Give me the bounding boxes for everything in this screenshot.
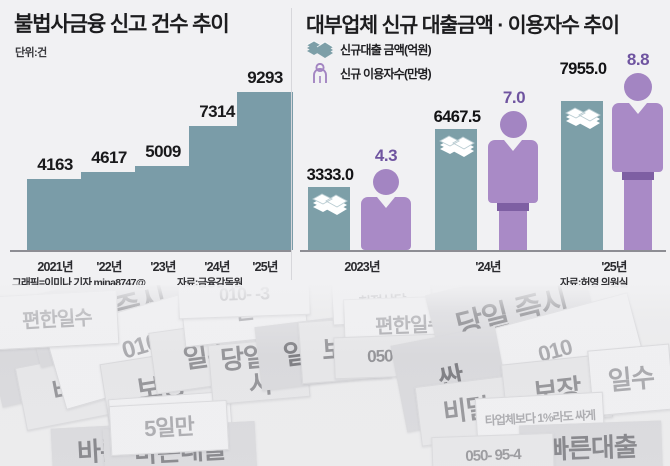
- legend-item-user-count: 신규 이용자수(만명): [306, 62, 432, 84]
- right-chart-title: 대부업체 신규 대출금액 · 이용자수 추이: [306, 14, 620, 37]
- person-collar-2025: [629, 103, 647, 114]
- person-band-2024: [497, 203, 529, 211]
- person-value-2024: 7.0: [502, 88, 526, 107]
- bar-2022: [81, 172, 137, 250]
- bar-2023: [135, 166, 191, 250]
- xtick-2024: '24년: [204, 260, 230, 274]
- bar-2021: [27, 179, 83, 250]
- money-bar-2025: [561, 101, 603, 250]
- money-stack-icon-2025: [565, 106, 601, 137]
- money-stack-icon-2024: [439, 134, 475, 165]
- money-stack-icon-2023: [312, 192, 348, 223]
- money-value-2024: 6467.5: [433, 108, 481, 126]
- xtick-2025: '25년: [252, 260, 278, 274]
- money-stack-icon: [306, 39, 334, 60]
- person-collar-2024: [504, 140, 522, 151]
- panel-divider: [291, 8, 292, 280]
- legend-label-user-count: 신규 이용자수(만명): [340, 66, 432, 81]
- background-photo: 싼 비밀 당일 즉시 010 보장 타업체보다 더 싼이자 바른대출 일수 싼 …: [0, 285, 670, 466]
- person-leg-2024: [499, 211, 527, 250]
- person-head-2025: [624, 73, 652, 101]
- right-chart-panel: 대부업체 신규 대출금액 · 이용자수 추이: [292, 0, 670, 289]
- xtick-right-2023: 2023년: [344, 260, 380, 274]
- legend-item-loan-amount: 신규대출 금액(억원): [306, 38, 432, 60]
- bar-value-2023: 5009: [145, 142, 181, 161]
- bar-2025: [237, 92, 293, 250]
- person-icon: [306, 62, 334, 84]
- xtick-2021: 2021년: [37, 260, 73, 274]
- photo-fade-overlay: [0, 285, 670, 466]
- money-value-2023: 3333.0: [306, 166, 354, 184]
- left-chart-title: 불법사금융 신고 건수 추이: [14, 13, 230, 36]
- person-torso-2025: [612, 103, 663, 172]
- bar-value-2025: 9293: [247, 68, 283, 87]
- right-chart-axis: [300, 250, 666, 252]
- person-value-2023: 4.3: [374, 146, 398, 165]
- bar-value-2022: 4617: [91, 148, 127, 167]
- person-head-2024: [500, 111, 527, 138]
- left-chart-unit: 단위:건: [15, 47, 47, 59]
- person-value-2025: 8.8: [626, 50, 650, 69]
- person-head-2023: [373, 169, 399, 195]
- person-leg-2025: [624, 180, 652, 250]
- left-chart-axis: [10, 250, 292, 252]
- bar-value-2024: 7314: [199, 102, 235, 121]
- xtick-2022: '22년: [96, 260, 122, 274]
- person-band-2025: [622, 172, 654, 180]
- left-chart-panel: 불법사금융 신고 건수 추이 단위:건 4163 4617 5009 7314 …: [0, 0, 293, 289]
- right-chart-legend: 신규대출 금액(억원) 신규 이용자수(만명): [306, 38, 432, 86]
- bar-2024: [189, 126, 245, 250]
- xtick-2023: '23년: [150, 260, 176, 274]
- legend-label-loan-amount: 신규대출 금액(억원): [340, 42, 432, 57]
- person-collar-2023: [377, 197, 395, 208]
- bar-value-2021: 4163: [37, 155, 73, 174]
- money-value-2025: 7955.0: [559, 60, 607, 78]
- xtick-right-2024: '24년: [475, 260, 501, 274]
- xtick-right-2025: '25년: [601, 260, 627, 274]
